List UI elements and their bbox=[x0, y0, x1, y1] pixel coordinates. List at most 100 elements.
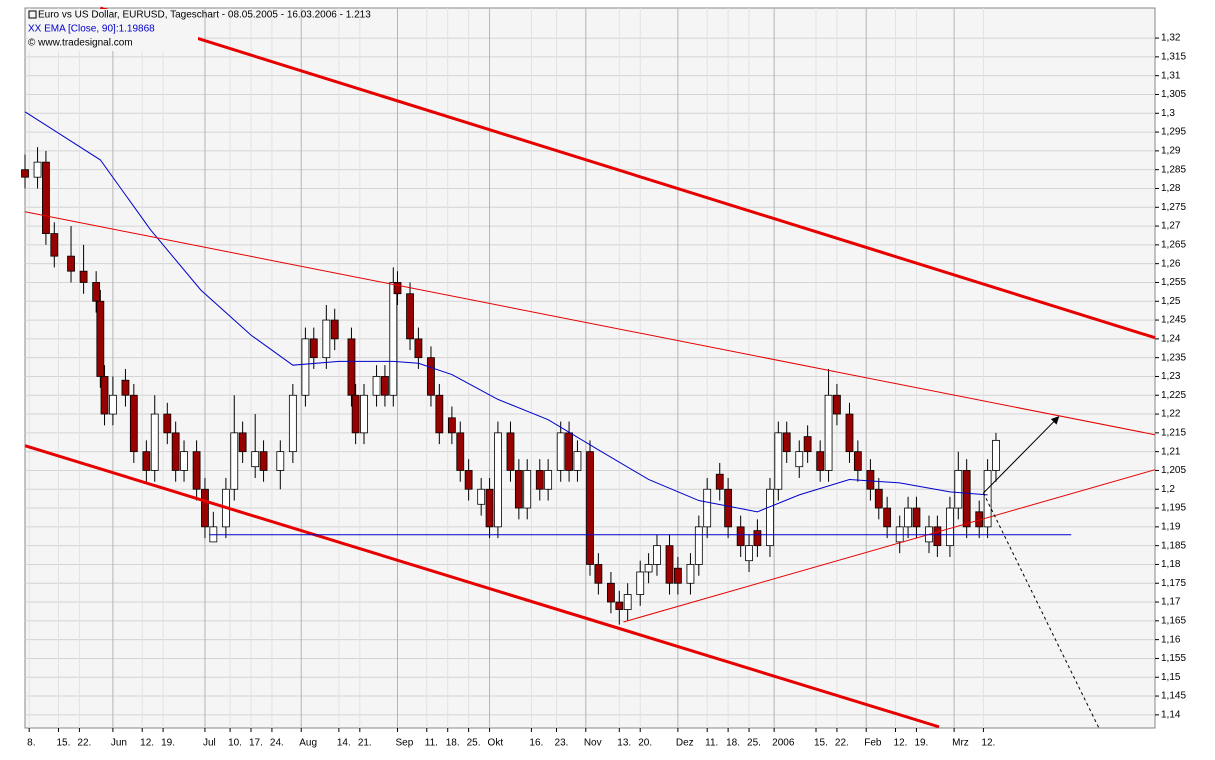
candle-body bbox=[506, 432, 515, 471]
y-tick-label: 1,23 bbox=[1161, 371, 1181, 382]
candle-body bbox=[565, 432, 573, 471]
x-tick-label: 13. bbox=[617, 738, 631, 749]
candle-body bbox=[351, 394, 360, 434]
candle-body bbox=[594, 564, 603, 584]
candle-body bbox=[803, 436, 812, 453]
y-tick-label: 1,145 bbox=[1161, 691, 1186, 702]
candle-body bbox=[954, 470, 963, 509]
candle-body bbox=[736, 526, 745, 547]
candle-body bbox=[360, 394, 368, 434]
x-tick-label: Dez bbox=[676, 738, 694, 749]
x-tick-label: 15. bbox=[814, 738, 828, 749]
candle-body bbox=[573, 451, 582, 471]
x-tick-label: Okt bbox=[488, 738, 504, 749]
candle-body bbox=[347, 338, 356, 396]
candle-body bbox=[745, 545, 753, 562]
candle-body bbox=[904, 507, 912, 528]
candle-body bbox=[556, 432, 565, 471]
y-tick-label: 1,195 bbox=[1161, 503, 1186, 514]
candle-body bbox=[100, 376, 109, 415]
ema-line bbox=[24, 111, 988, 513]
x-tick-label: 11. bbox=[705, 738, 718, 749]
y-tick-label: 1,165 bbox=[1161, 615, 1186, 626]
candle-body bbox=[477, 488, 486, 505]
candle-body bbox=[544, 470, 553, 490]
y-tick-label: 1,16 bbox=[1161, 634, 1181, 645]
y-tick-label: 1,26 bbox=[1161, 258, 1181, 269]
y-tick-label: 1,225 bbox=[1161, 390, 1186, 401]
candle-body bbox=[276, 451, 285, 471]
candle-body bbox=[406, 293, 414, 340]
candle-body bbox=[230, 432, 239, 490]
y-tick-label: 1,315 bbox=[1161, 52, 1186, 63]
candle-body bbox=[523, 470, 532, 509]
x-tick-label: 22. bbox=[77, 738, 91, 749]
trend-line bbox=[982, 492, 1100, 729]
candle-body bbox=[912, 507, 921, 528]
candle-body bbox=[121, 379, 130, 396]
candle-body bbox=[514, 470, 523, 509]
candle-body bbox=[301, 338, 310, 396]
x-tick-label: 14. bbox=[337, 738, 351, 749]
x-tick-label: Mrz bbox=[952, 738, 969, 749]
candle-body bbox=[427, 357, 435, 396]
candle-body bbox=[180, 451, 188, 471]
candle-body bbox=[724, 488, 733, 528]
y-tick-label: 1,15 bbox=[1161, 672, 1181, 683]
y-tick-label: 1,18 bbox=[1161, 559, 1181, 570]
y-tick-label: 1,24 bbox=[1161, 334, 1181, 345]
candle-body bbox=[150, 413, 159, 471]
candle-body bbox=[586, 451, 594, 565]
candle-body bbox=[962, 470, 971, 528]
candle-body bbox=[715, 473, 724, 490]
trend-line bbox=[623, 469, 1156, 623]
candle-body bbox=[686, 564, 695, 584]
x-tick-label: 21. bbox=[358, 738, 372, 749]
candle-body bbox=[201, 488, 209, 528]
y-tick-label: 1,175 bbox=[1161, 578, 1186, 589]
y-tick-label: 1,205 bbox=[1161, 465, 1186, 476]
y-tick-label: 1,245 bbox=[1161, 315, 1186, 326]
candle-body bbox=[108, 394, 117, 415]
source: © www.tradesignal.com bbox=[28, 38, 133, 49]
x-tick-label: 12. bbox=[981, 738, 995, 749]
candle-body bbox=[381, 376, 389, 396]
x-tick-label: 8. bbox=[27, 738, 35, 749]
candle-body bbox=[50, 233, 59, 257]
y-tick-label: 1,17 bbox=[1161, 597, 1181, 608]
candle-body bbox=[142, 451, 151, 471]
candle-body bbox=[288, 394, 297, 453]
candle-body bbox=[414, 338, 423, 359]
candle-body bbox=[42, 161, 50, 234]
candle-body bbox=[33, 161, 42, 178]
y-tick-label: 1,3 bbox=[1161, 108, 1175, 119]
candle-body bbox=[464, 470, 473, 490]
candle-body bbox=[607, 582, 615, 603]
candle-body bbox=[372, 376, 381, 396]
candle-body bbox=[845, 413, 854, 453]
candle-body bbox=[694, 526, 703, 565]
x-tick-label: Jul bbox=[203, 738, 216, 749]
candle-body bbox=[192, 451, 201, 490]
trend-line bbox=[99, 6, 1156, 340]
trend-line bbox=[983, 416, 1060, 494]
candle-body bbox=[485, 488, 494, 528]
candle-body bbox=[129, 394, 138, 453]
x-tick-label: 11. bbox=[425, 738, 438, 749]
y-tick-label: 1,275 bbox=[1161, 202, 1186, 213]
candle-body bbox=[946, 507, 954, 547]
x-tick-label: 12. bbox=[894, 738, 908, 749]
candle-body bbox=[96, 300, 105, 377]
y-tick-label: 1,19 bbox=[1161, 521, 1181, 532]
candle-body bbox=[309, 338, 318, 359]
candle-body bbox=[435, 394, 444, 434]
x-tick-label: 10. bbox=[228, 738, 242, 749]
y-tick-label: 1,265 bbox=[1161, 240, 1186, 251]
candle-body bbox=[874, 488, 883, 509]
candle-body bbox=[251, 451, 260, 468]
x-tick-label: 16. bbox=[529, 738, 543, 749]
x-tick-label: 15. bbox=[56, 738, 70, 749]
y-tick-label: 1,295 bbox=[1161, 127, 1186, 138]
candle-body bbox=[330, 319, 339, 340]
trend-line bbox=[24, 444, 940, 729]
